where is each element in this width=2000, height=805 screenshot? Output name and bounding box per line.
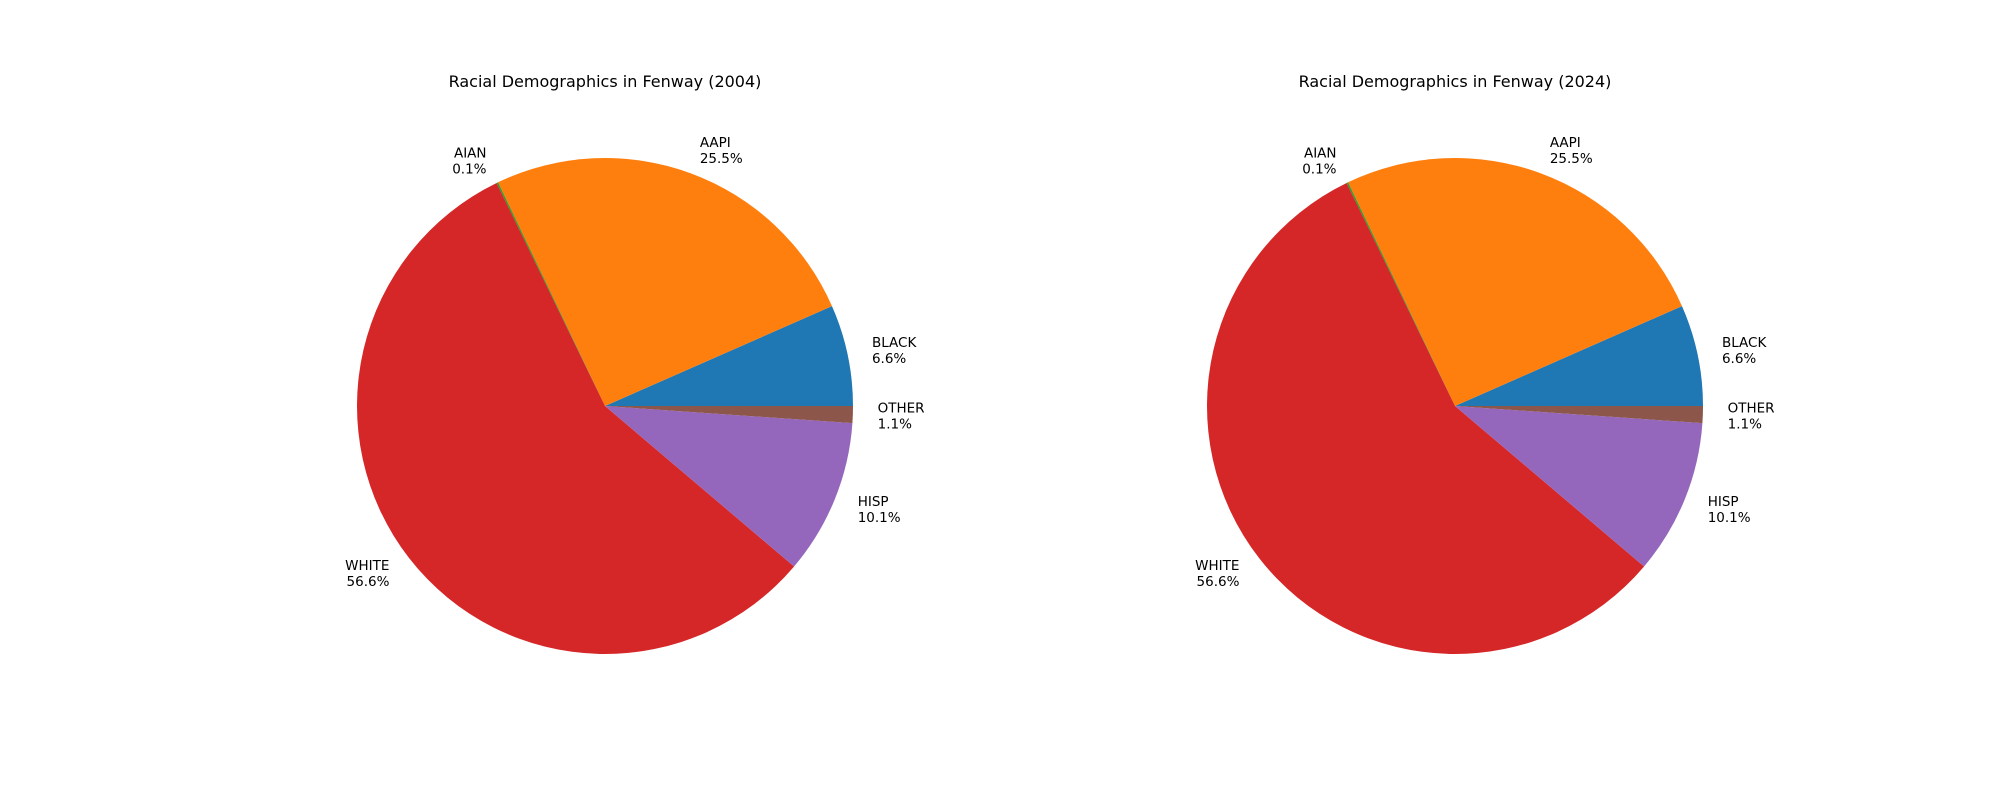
chart-title-2004: Racial Demographics in Fenway (2004) — [449, 72, 762, 91]
slice-label-percent: 6.6% — [1722, 351, 1756, 367]
slice-label-name: AIAN — [1304, 145, 1337, 161]
slice-label-percent: 0.1% — [1302, 161, 1336, 177]
slice-label-white: WHITE 56.6% — [345, 558, 389, 590]
pie-slice-aian — [1346, 182, 1455, 406]
pie-slice-aian — [496, 182, 605, 406]
pie-chart-2004: BLACK 6.6% AAPI 25.5% AIAN 0.1% WHITE 56.6% HISP… — [345, 72, 925, 655]
slice-label-aapi: AAPI 25.5% — [700, 135, 743, 167]
slice-label-percent: 1.1% — [1728, 416, 1762, 432]
pie-slice-other — [1455, 406, 1703, 424]
slice-label-name: OTHER — [1728, 400, 1775, 416]
pie-slice-hisp — [605, 406, 853, 567]
pie-slice-black — [1455, 306, 1703, 406]
slice-label-aapi: AAPI 25.5% — [1550, 135, 1593, 167]
slice-label-name: WHITE — [1195, 558, 1239, 574]
slice-label-percent: 10.1% — [858, 510, 901, 526]
slice-label-other: OTHER 1.1% — [1728, 400, 1775, 432]
slice-label-hisp: HISP 10.1% — [1708, 494, 1751, 526]
pie-slice-hisp — [1455, 406, 1703, 567]
pie-slice-white — [1207, 182, 1645, 655]
slice-label-name: HISP — [858, 494, 889, 510]
pie-chart-2024: BLACK 6.6% AAPI 25.5% AIAN 0.1% WHITE 56.6% HISP… — [1195, 72, 1775, 655]
pie-slice-black — [605, 306, 853, 406]
slice-label-other: OTHER 1.1% — [878, 400, 925, 432]
slice-label-percent: 0.1% — [452, 161, 486, 177]
slice-label-aian: AIAN 0.1% — [452, 145, 486, 177]
slice-label-name: BLACK — [1722, 335, 1768, 351]
slice-label-name: AAPI — [1550, 135, 1581, 151]
pie-slice-aapi — [1348, 157, 1682, 406]
slice-label-percent: 56.6% — [347, 574, 390, 590]
chart-title-2024: Racial Demographics in Fenway (2024) — [1299, 72, 1612, 91]
slice-label-name: WHITE — [345, 558, 389, 574]
slice-label-percent: 10.1% — [1708, 510, 1751, 526]
slice-label-black: BLACK 6.6% — [1722, 335, 1768, 367]
slice-label-white: WHITE 56.6% — [1195, 558, 1239, 590]
slice-label-aian: AIAN 0.1% — [1302, 145, 1336, 177]
slice-label-name: AAPI — [700, 135, 731, 151]
pie-slice-other — [605, 406, 853, 424]
slice-label-name: AIAN — [454, 145, 487, 161]
slice-label-percent: 25.5% — [1550, 151, 1593, 167]
slice-label-name: OTHER — [878, 400, 925, 416]
slice-label-name: HISP — [1708, 494, 1739, 510]
slice-label-hisp: HISP 10.1% — [858, 494, 901, 526]
pie-slice-white — [357, 182, 795, 655]
slice-label-name: BLACK — [872, 335, 918, 351]
pie-slice-aapi — [498, 157, 832, 406]
slice-label-percent: 1.1% — [878, 416, 912, 432]
slice-label-black: BLACK 6.6% — [872, 335, 918, 367]
slice-label-percent: 6.6% — [872, 351, 906, 367]
slice-label-percent: 56.6% — [1197, 574, 1240, 590]
slice-label-percent: 25.5% — [700, 151, 743, 167]
